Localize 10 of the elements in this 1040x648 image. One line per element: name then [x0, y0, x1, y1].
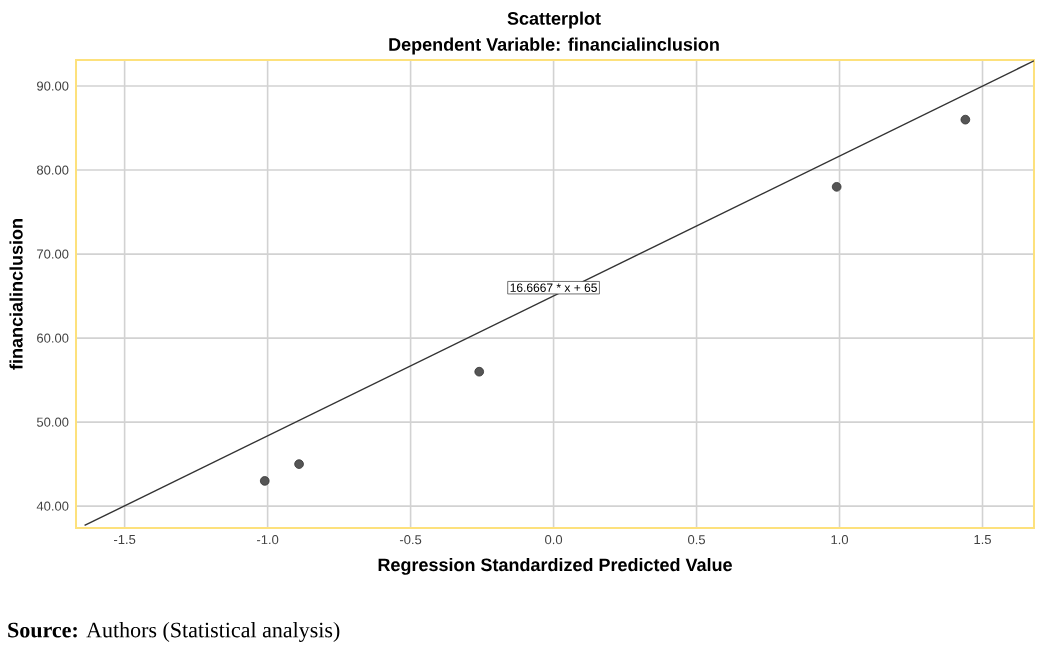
point [831, 182, 842, 192]
chart-title: Scatterplot [507, 11, 601, 29]
y-axis-title: financialinclusion [9, 219, 23, 370]
chart-subtitle: Dependent Variable: financialinclusion [389, 37, 719, 55]
text: Source: Authors (Statistical analysis) [8, 621, 340, 642]
point [960, 114, 971, 125]
point [259, 476, 270, 486]
point [294, 459, 304, 469]
point [474, 366, 485, 377]
x-axis-title: Regression Standardized Predicted Value [378, 557, 732, 575]
